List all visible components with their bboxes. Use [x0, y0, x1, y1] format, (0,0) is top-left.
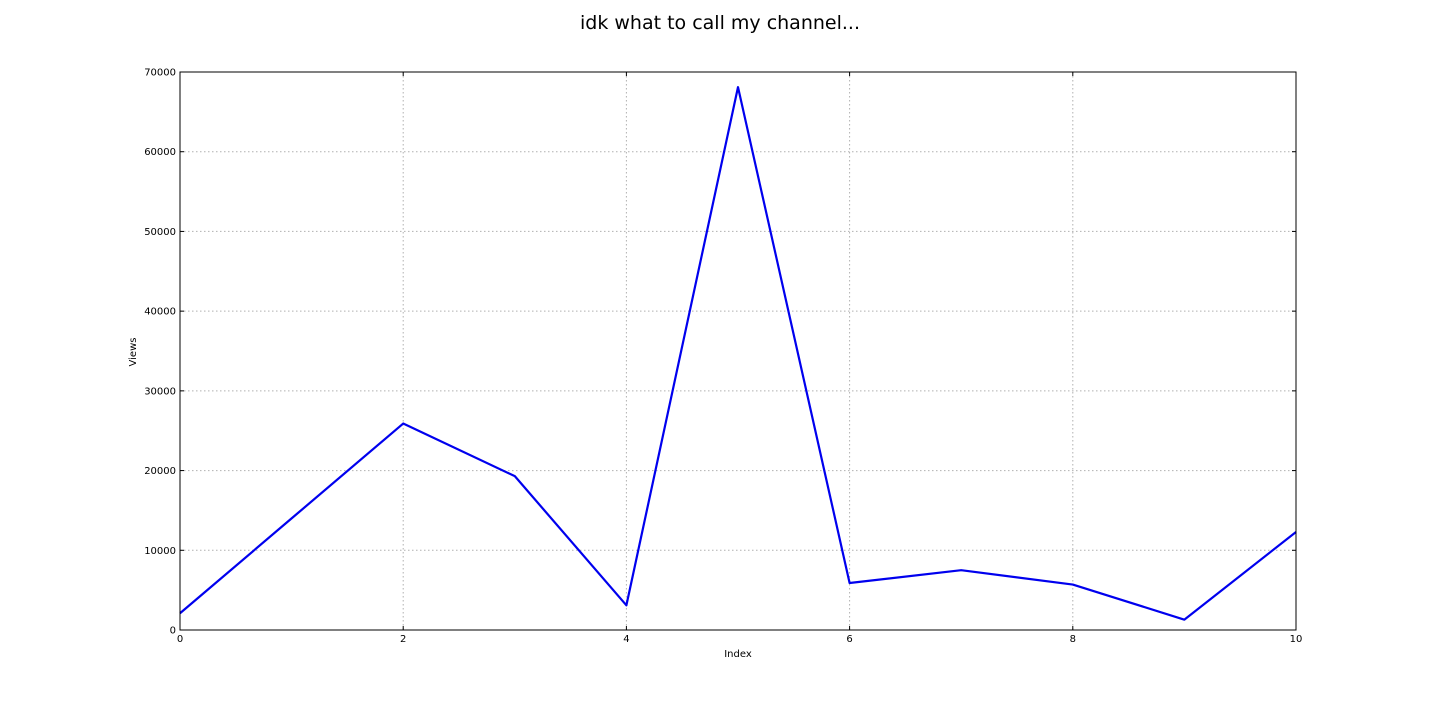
x-tick-label: 10: [1290, 634, 1303, 645]
plot-frame: [179, 71, 1297, 631]
x-tick-label: 4: [623, 634, 629, 645]
y-tick-label: 30000: [144, 386, 176, 397]
x-tick-label: 0: [177, 634, 183, 645]
x-axis-label: Index: [724, 649, 752, 660]
y-axis-label: Views: [128, 338, 139, 367]
x-tick-label: 6: [846, 634, 852, 645]
series-line: [179, 86, 1297, 621]
x-tick-label: 8: [1070, 634, 1076, 645]
y-tick-label: 20000: [144, 466, 176, 477]
chart-title: idk what to call my channel...: [580, 12, 860, 34]
y-tick-label: 10000: [144, 546, 176, 557]
y-tick-label: 70000: [144, 68, 176, 79]
series-layer: [179, 86, 1297, 621]
x-tick-label: 2: [400, 634, 406, 645]
ticks: 0 2 4 6 8 10 0 10000 20000 30000 40000 50000 60000 70…: [144, 68, 1302, 646]
y-tick-label: 40000: [144, 307, 176, 318]
y-tick-label: 60000: [144, 147, 176, 158]
grid: [179, 71, 1297, 631]
y-tick-label: 0: [170, 626, 176, 637]
y-tick-label: 50000: [144, 227, 176, 238]
